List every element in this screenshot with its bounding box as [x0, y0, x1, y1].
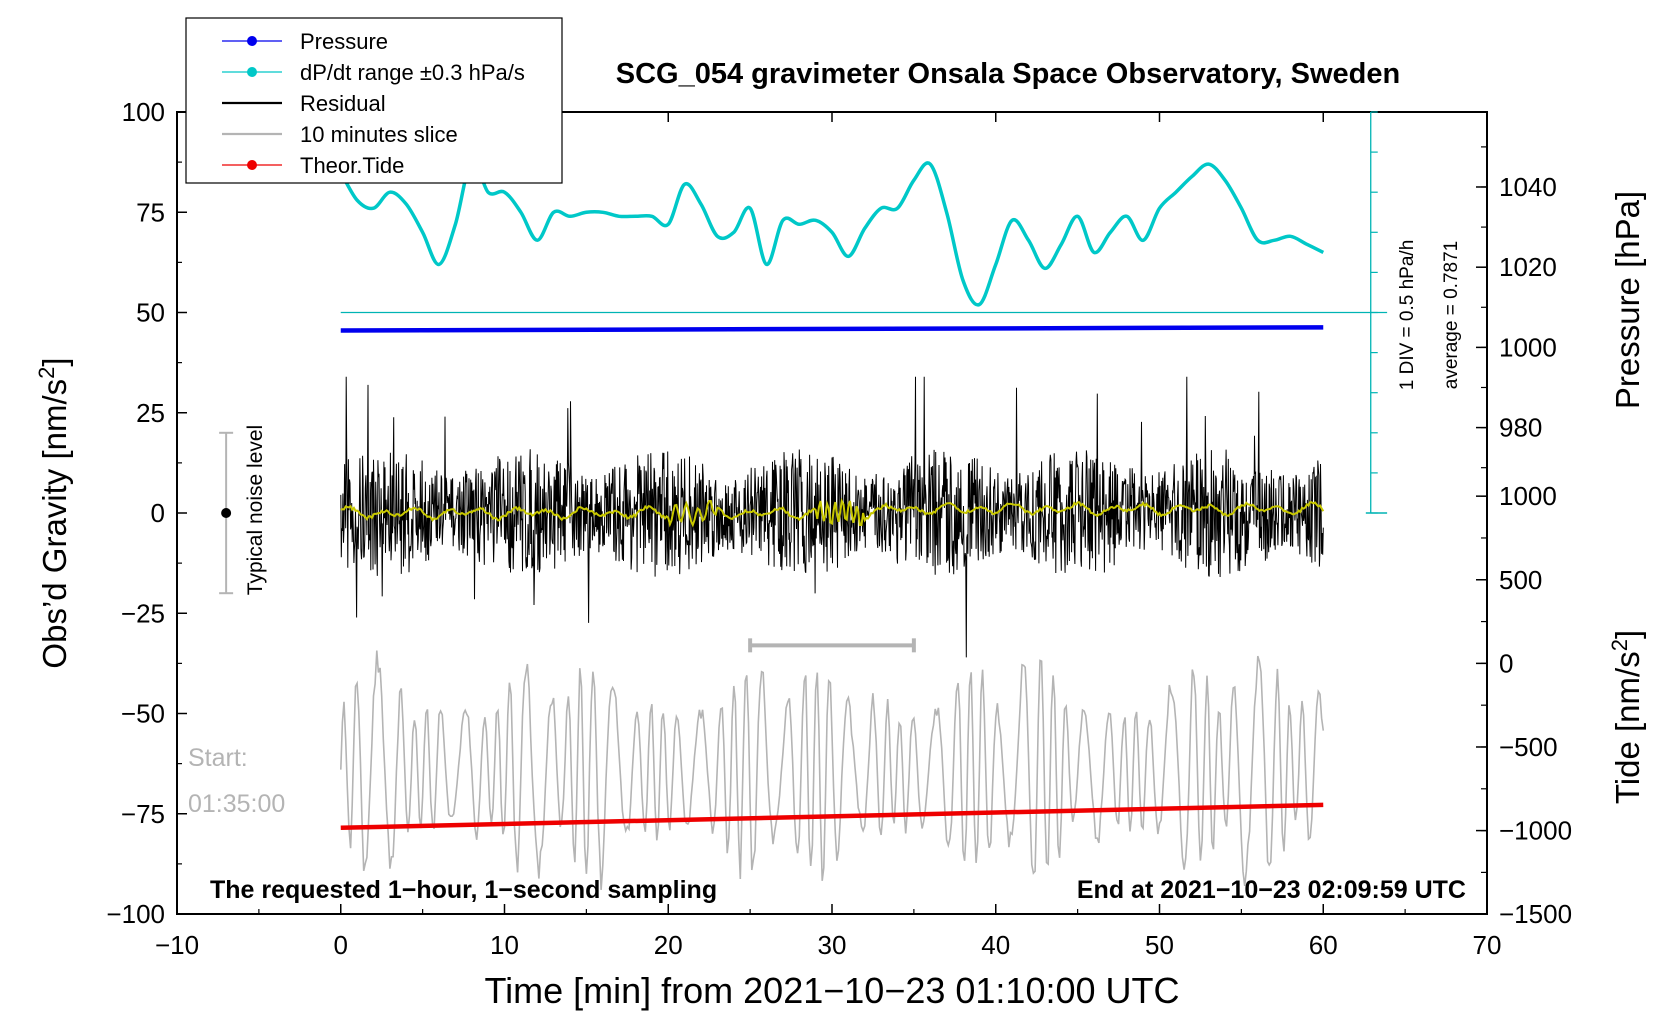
x-tick-label: 0 [334, 930, 348, 960]
dpdt-scale-bar [340, 111, 1388, 514]
y-tick-label: 100 [122, 97, 165, 127]
tide-tick-label: −500 [1499, 732, 1558, 762]
x-tick-label: 10 [490, 930, 519, 960]
x-tick-label: 30 [818, 930, 847, 960]
noise-level-label: Typical noise level [244, 425, 267, 595]
y-axis-label: Obs’d Gravity [nm/s2] [34, 357, 73, 668]
y-tick-label: −75 [121, 799, 165, 829]
legend-label: dP/dt range ±0.3 hPa/s [300, 60, 525, 85]
tide-tick-label: 0 [1499, 648, 1513, 678]
legend-label: Pressure [300, 29, 388, 54]
y-tick-label: −25 [121, 598, 165, 628]
x-tick-label: 40 [981, 930, 1010, 960]
legend-label: 10 minutes slice [300, 122, 458, 147]
x-axis-ticks: −10 0 10 20 30 40 50 60 70 [155, 112, 1502, 960]
pressure-tick-label: 1020 [1499, 252, 1557, 282]
legend-marker [247, 67, 257, 77]
x-tick-label: 60 [1309, 930, 1338, 960]
y-tick-label: 50 [136, 298, 165, 328]
chart-title: SCG_054 gravimeter Onsala Space Observat… [616, 58, 1400, 90]
tide-tick-label: 500 [1499, 565, 1542, 595]
pressure-scale-label-1: 1 DIV = 0.5 hPa/h [1397, 240, 1418, 391]
tide-axis-label: Tide [nm/s2] [1607, 630, 1646, 804]
pressure-axis-ticks: 980 1000 1020 1040 [1476, 146, 1557, 469]
legend-marker [247, 36, 257, 46]
pressure-axis-label: Pressure [hPa] [1609, 191, 1646, 409]
x-tick-label: 20 [654, 930, 683, 960]
smoothed-residual-line [340, 497, 1325, 528]
legend-label: Theor.Tide [300, 153, 404, 178]
pressure-line [340, 325, 1324, 333]
pressure-scale-label-2: average = 0.7871 [1441, 241, 1462, 389]
pressure-tick-label: 1040 [1499, 172, 1557, 202]
tide-line [340, 802, 1324, 831]
y-tick-label: 0 [151, 498, 165, 528]
legend-box [185, 17, 563, 184]
legend-label: Residual [300, 91, 386, 116]
tide-axis-ticks: −1500 −1000 −500 0 500 1000 [1476, 481, 1572, 929]
start-time: 01:35:00 [188, 790, 285, 818]
series-layer [339, 157, 1325, 890]
tide-tick-label: −1500 [1499, 899, 1572, 929]
tide-tick-label: 1000 [1499, 481, 1557, 511]
noise-level-marker [219, 431, 234, 595]
x-tick-label: 70 [1473, 930, 1502, 960]
legend-marker [247, 160, 257, 170]
tide-tick-label: −1000 [1499, 816, 1572, 846]
x-tick-label: −10 [155, 930, 199, 960]
end-time-note: End at 2021−10−23 02:09:59 UTC [1077, 876, 1466, 904]
y-tick-label: −50 [121, 699, 165, 729]
pressure-tick-label: 1000 [1499, 332, 1557, 362]
sampling-note: The requested 1−hour, 1−second sampling [210, 876, 717, 904]
y-tick-label: 75 [136, 197, 165, 227]
legend: Pressure dP/dt range ±0.3 hPa/s Residual 10… [185, 17, 563, 184]
x-tick-label: 50 [1145, 930, 1174, 960]
y-axis-ticks: −100 −75 −50 −25 0 25 50 75 100 [106, 97, 187, 929]
y-tick-label: 25 [136, 398, 165, 428]
y-axis-label-sup: 2 [34, 367, 59, 379]
y-tick-label: −100 [106, 899, 165, 929]
dpdt-line [339, 157, 1325, 307]
noise-center-dot [221, 508, 232, 518]
residual-line [340, 376, 1324, 658]
slice-line [340, 650, 1325, 890]
tide-axis-label-sup: 2 [1607, 639, 1632, 651]
pressure-tick-label: 980 [1499, 413, 1542, 443]
x-axis-label: Time [min] from 2021−10−23 01:10:00 UTC [484, 970, 1179, 1011]
start-label: Start: [188, 744, 248, 772]
